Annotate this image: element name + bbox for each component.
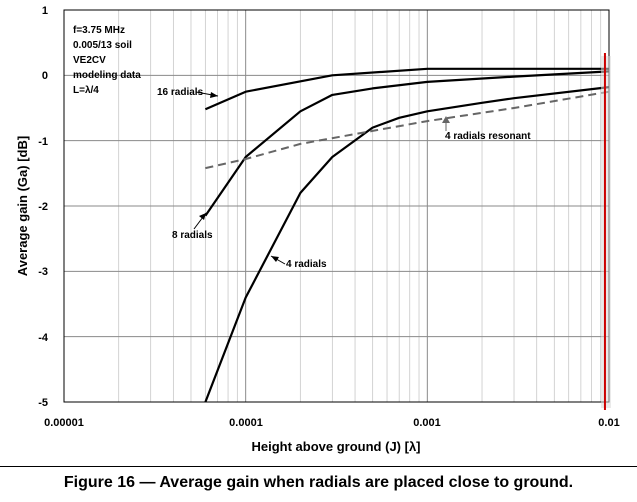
- caption-rule: [0, 466, 637, 467]
- info-line: L=λ/4: [73, 85, 99, 96]
- annotation-16-radials: 16 radials: [157, 87, 204, 98]
- y-tick-label: -5: [38, 397, 48, 409]
- info-line: f=3.75 MHz: [73, 25, 125, 36]
- arrowhead-8-radials: [199, 213, 206, 220]
- series-line-4-radials: [204, 86, 610, 403]
- info-line: VE2CV: [73, 55, 106, 66]
- series-line-8-radials: [204, 70, 610, 217]
- annotation-4-radials-resonant: 4 radials resonant: [445, 131, 531, 142]
- x-tick-label: 0.00001: [44, 417, 84, 429]
- series-line-16-radials: [204, 67, 609, 111]
- y-axis-title: Average gain (Ga) [dB]: [15, 136, 30, 276]
- x-tick-label: 0.01: [598, 417, 619, 429]
- x-axis-title: Height above ground (J) [λ]: [252, 439, 421, 454]
- arrowhead-4-radials-resonant: [442, 116, 450, 123]
- figure-caption: Figure 16 — Average gain when radials ar…: [63, 474, 574, 491]
- x-tick-label: 0.0001: [229, 417, 263, 429]
- info-line: modeling data: [73, 70, 141, 81]
- y-tick-label: -1: [38, 136, 48, 148]
- x-tick-label: 0.001: [413, 417, 441, 429]
- chart: 0.00001 0.0001 0.001 0.01 1 0 -1 -2 -3 -…: [15, 5, 620, 454]
- series-layer: [204, 67, 610, 403]
- marker-shadow: [601, 56, 611, 408]
- y-tick-label: -3: [38, 266, 48, 278]
- y-tick-label: 0: [42, 70, 48, 82]
- arrowhead-16-radials: [210, 92, 218, 98]
- y-tick-label: 1: [42, 5, 48, 17]
- annotation-8-radials: 8 radials: [172, 230, 213, 241]
- annotation-4-radials: 4 radials: [286, 259, 327, 270]
- arrowhead-4-radials: [271, 256, 279, 262]
- y-tick-label: -2: [38, 201, 48, 213]
- y-tick-label: -4: [38, 332, 49, 344]
- info-line: 0.005/13 soil: [73, 40, 132, 51]
- series-line-4-radials-resonant: [205, 90, 610, 170]
